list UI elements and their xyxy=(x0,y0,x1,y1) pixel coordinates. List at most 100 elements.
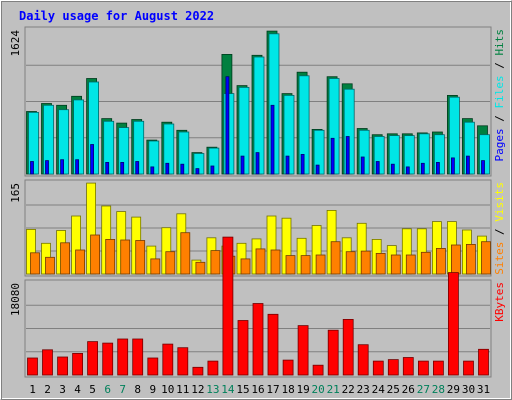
visits-bar-sites-18 xyxy=(285,255,296,275)
x-tick-label-15: 15 xyxy=(236,383,249,396)
hits-bar-pages-13 xyxy=(210,165,215,175)
legend-hits: Hits xyxy=(493,29,506,56)
x-tick-label-24: 24 xyxy=(372,383,386,396)
kbytes-bar-kbytes-22 xyxy=(342,318,354,376)
visits-bar-sites-6 xyxy=(105,238,116,275)
hits-panel: 1624 Pages / Files / Hits xyxy=(9,26,506,177)
hits-bar-pages-18 xyxy=(285,155,290,175)
kbytes-bar-kbytes-26 xyxy=(402,357,414,376)
visits-bar-sites-25 xyxy=(390,254,401,275)
hits-bar-pages-29 xyxy=(450,157,455,175)
visits-bar-sites-1 xyxy=(30,252,40,275)
hits-bar-pages-8 xyxy=(135,161,140,175)
x-tick-label-6: 6 xyxy=(104,383,111,396)
hits-bar-pages-10 xyxy=(165,162,170,175)
kbytes-legend: KBytes xyxy=(493,282,506,322)
kbytes-bar-kbytes-30 xyxy=(463,360,474,376)
kbytes-bar-kbytes-3 xyxy=(57,356,68,376)
hits-series-pages xyxy=(30,76,485,175)
visits-bar-sites-4 xyxy=(75,249,85,275)
x-tick-label-21: 21 xyxy=(327,383,340,396)
x-tick-label-26: 26 xyxy=(402,383,415,396)
x-tick-label-29: 29 xyxy=(447,383,460,396)
visits-bar-sites-30 xyxy=(465,243,476,275)
hits-bar-pages-17 xyxy=(270,104,275,175)
kbytes-bar-kbytes-4 xyxy=(72,352,83,376)
kbytes-bar-kbytes-9 xyxy=(147,357,159,376)
hits-bar-pages-30 xyxy=(465,155,470,175)
hits-bar-pages-16 xyxy=(255,152,260,175)
visits-bar-sites-29 xyxy=(450,244,461,275)
hits-bar-pages-25 xyxy=(390,163,395,175)
hits-bar-pages-14 xyxy=(225,76,230,175)
hits-bar-pages-4 xyxy=(75,159,79,175)
x-tick-label-5: 5 xyxy=(89,383,96,396)
x-tick-label-9: 9 xyxy=(149,383,156,396)
kbytes-bar-kbytes-28 xyxy=(432,360,444,376)
hits-bar-pages-19 xyxy=(300,153,305,175)
hits-max-label: 1624 xyxy=(9,30,22,57)
visits-bar-sites-20 xyxy=(315,254,326,275)
visits-bar-sites-17 xyxy=(270,249,281,275)
visits-bar-sites-11 xyxy=(180,232,191,275)
visits-legend-separator: / xyxy=(493,222,506,242)
chart-panels: 1624 Pages / Files / Hits 165 Sites / Visit… xyxy=(9,26,506,378)
x-tick-label-12: 12 xyxy=(191,383,204,396)
hits-legend-separator: / xyxy=(493,56,506,76)
x-tick-label-22: 22 xyxy=(342,383,355,396)
visits-bar-sites-31 xyxy=(481,241,491,275)
hits-bar-pages-1 xyxy=(30,161,34,175)
x-tick-label-30: 30 xyxy=(462,383,475,396)
x-tick-label-8: 8 xyxy=(134,383,141,396)
visits-bar-sites-24 xyxy=(375,252,386,275)
kbytes-bar-kbytes-18 xyxy=(282,359,294,376)
hits-legend: Pages / Files / Hits xyxy=(493,29,506,162)
kbytes-bar-kbytes-8 xyxy=(132,338,144,376)
kbytes-bar-kbytes-11 xyxy=(177,347,189,376)
kbytes-bar-kbytes-1 xyxy=(27,357,38,376)
x-tick-label-13: 13 xyxy=(206,383,219,396)
kbytes-bar-kbytes-25 xyxy=(387,359,399,376)
visits-bar-sites-28 xyxy=(435,247,446,275)
x-tick-label-28: 28 xyxy=(432,383,445,396)
x-tick-label-1: 1 xyxy=(29,383,36,396)
hits-bar-pages-12 xyxy=(195,168,200,175)
kbytes-bar-kbytes-10 xyxy=(162,343,174,376)
hits-bar-pages-6 xyxy=(105,161,110,175)
hits-bar-pages-5 xyxy=(90,144,94,175)
kbytes-series-kbytes xyxy=(27,236,489,376)
kbytes-bar-kbytes-29 xyxy=(447,272,459,376)
kbytes-bar-kbytes-24 xyxy=(372,360,384,376)
hits-legend-separator: / xyxy=(493,109,506,129)
visits-bar-sites-8 xyxy=(135,240,146,275)
visits-bar-sites-2 xyxy=(45,256,55,275)
hits-bar-pages-28 xyxy=(435,161,440,175)
visits-bar-sites-9 xyxy=(150,258,161,275)
visits-bar-sites-27 xyxy=(420,251,431,275)
hits-bar-pages-22 xyxy=(345,136,350,175)
x-tick-label-10: 10 xyxy=(161,383,174,396)
hits-bar-pages-21 xyxy=(330,137,335,175)
kbytes-bar-kbytes-19 xyxy=(297,325,309,376)
kbytes-bar-kbytes-14 xyxy=(222,236,234,376)
hits-bar-pages-9 xyxy=(150,166,155,175)
x-tick-label-31: 31 xyxy=(477,383,490,396)
visits-bar-sites-15 xyxy=(240,258,251,275)
x-tick-label-3: 3 xyxy=(59,383,66,396)
visits-bar-sites-10 xyxy=(165,251,176,275)
visits-panel: 165 Sites / Visits xyxy=(9,179,506,277)
kbytes-panel: 18080 KBytes xyxy=(9,236,506,378)
x-tick-label-4: 4 xyxy=(74,383,81,396)
x-tick-label-27: 27 xyxy=(417,383,430,396)
visits-bar-sites-16 xyxy=(255,248,266,275)
visits-bar-sites-5 xyxy=(90,234,100,275)
kbytes-bar-kbytes-5 xyxy=(87,341,98,376)
hits-bar-pages-24 xyxy=(375,161,380,175)
x-tick-label-2: 2 xyxy=(44,383,51,396)
x-tick-label-14: 14 xyxy=(221,383,235,396)
hits-bar-pages-3 xyxy=(60,159,64,175)
chart-title: Daily usage for August 2022 xyxy=(19,9,214,23)
hits-bar-pages-27 xyxy=(420,162,425,175)
